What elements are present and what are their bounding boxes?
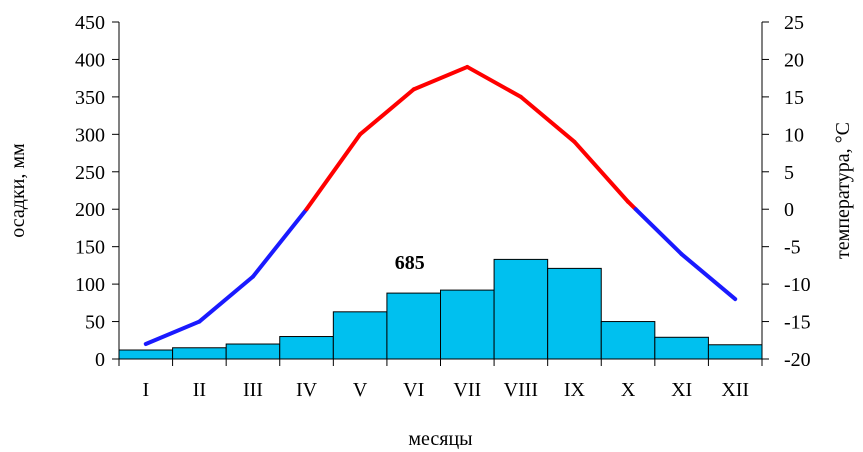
precip-bar-VII	[440, 289, 495, 360]
month-label-VII: VII	[453, 379, 481, 401]
temp-segment-6-0	[465, 64, 523, 99]
right-tick-label-5: 5	[784, 162, 794, 184]
temp-segment-10-0	[679, 252, 738, 302]
left-tick-label-300: 300	[75, 124, 105, 146]
month-label-I: I	[142, 379, 149, 401]
month-label-II: II	[193, 379, 206, 401]
month-label-III: III	[243, 379, 263, 401]
precip-bar-X	[600, 321, 656, 360]
temp-segment-5-0	[411, 64, 470, 92]
month-label-VI: VI	[403, 379, 424, 401]
temperature-line	[143, 64, 738, 347]
temp-segment-8-0	[572, 139, 631, 204]
temp-segment-4-0	[358, 87, 416, 137]
month-label-X: X	[621, 379, 636, 401]
precip-bar-I	[118, 349, 174, 360]
annual-precipitation-total: 685	[395, 252, 425, 274]
temp-segment-0-0	[143, 319, 202, 347]
left-axis-title: осадки, мм	[7, 143, 29, 238]
temp-segment-1-0	[197, 274, 255, 324]
precip-bar-II	[172, 347, 227, 360]
left-tick-label-200: 200	[75, 199, 105, 221]
right-tick-label-25: 25	[784, 12, 804, 34]
precip-bar-XI	[654, 336, 709, 360]
month-label-IV: IV	[296, 379, 318, 401]
month-label-V: V	[353, 379, 368, 401]
month-label-VIII: VIII	[504, 379, 538, 401]
x-axis-title: месяцы	[408, 428, 472, 450]
month-label-IX: IX	[564, 379, 586, 401]
right-tick-label--5: -5	[784, 237, 801, 259]
left-tick-label-250: 250	[75, 162, 105, 184]
left-tick-label-150: 150	[75, 237, 105, 259]
precip-bar-III	[225, 343, 281, 360]
right-tick-label--15: -15	[784, 312, 811, 334]
temp-segment-2-0	[250, 207, 309, 279]
month-label-XI: XI	[671, 379, 692, 401]
left-tick-label-100: 100	[75, 274, 105, 296]
precipitation-bars	[118, 258, 763, 360]
tick-labels: 0 50 100 150 200 250 300 350 400 450 -20 -15 -10 -5 0 5…	[75, 12, 811, 401]
precip-bar-IX	[547, 267, 602, 360]
axes	[112, 21, 769, 366]
precip-bar-IV	[279, 336, 334, 360]
precip-bar-VI	[386, 292, 441, 360]
left-tick-label-0: 0	[95, 349, 105, 371]
month-label-XII: XII	[721, 379, 749, 401]
precip-bar-V	[332, 311, 388, 360]
right-tick-label--10: -10	[784, 274, 811, 296]
right-tick-label-20: 20	[784, 49, 804, 71]
left-tick-label-400: 400	[75, 49, 105, 71]
left-tick-label-350: 350	[75, 87, 105, 109]
precip-bar-VIII	[493, 258, 549, 360]
left-tick-label-50: 50	[85, 312, 105, 334]
precip-bar-XII	[707, 344, 763, 360]
right-axis-title: температура, °С	[832, 122, 854, 259]
right-tick-label-10: 10	[784, 124, 804, 146]
temp-segment-9-1	[633, 207, 684, 257]
left-tick-label-450: 450	[75, 12, 105, 34]
right-tick-label--20: -20	[784, 349, 811, 371]
temp-segment-3-0	[304, 132, 363, 212]
right-tick-label-0: 0	[784, 199, 794, 221]
temp-segment-7-0	[518, 94, 577, 144]
right-tick-label-15: 15	[784, 87, 804, 109]
